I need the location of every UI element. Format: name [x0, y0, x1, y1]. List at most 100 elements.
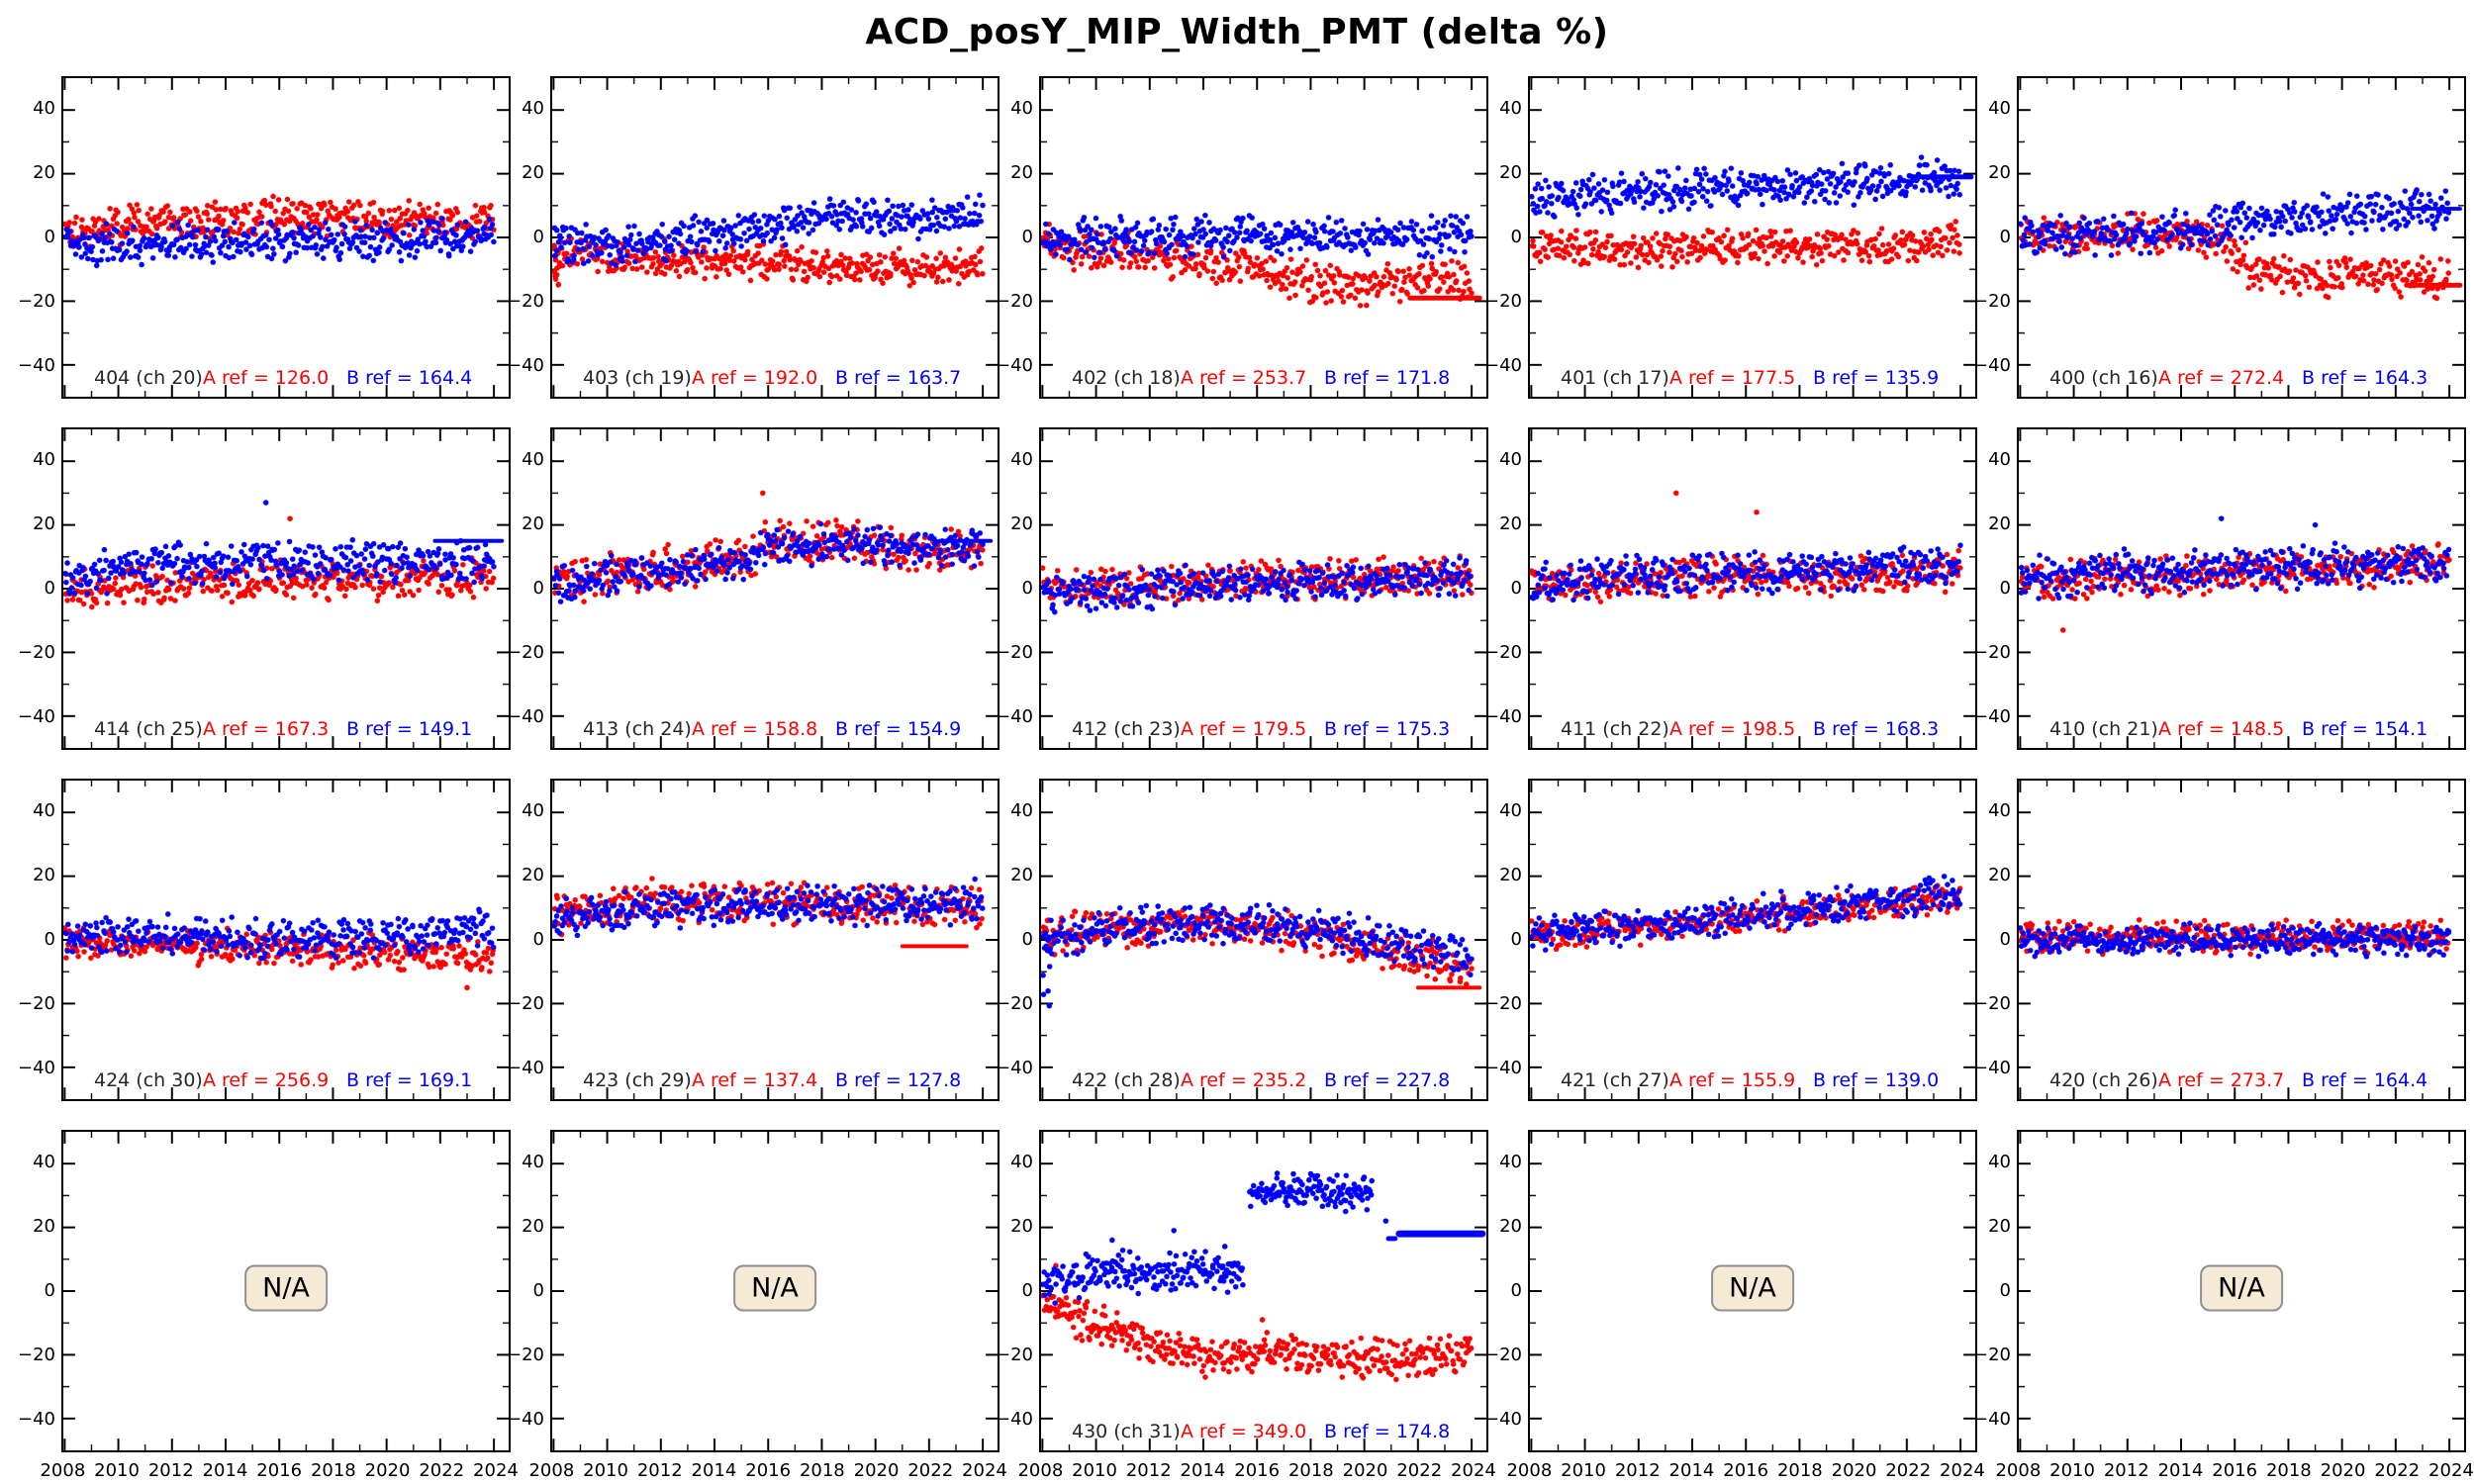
panel-label: 421 (ch 27) — [1561, 1069, 1669, 1091]
y-tick-label: −20 — [1484, 642, 1522, 664]
x-tick-label: 2014 — [691, 1460, 737, 1481]
x-tick-label: 2010 — [1072, 1460, 1117, 1481]
x-tick-label: 2018 — [310, 1460, 356, 1481]
y-tick-label: −20 — [507, 642, 544, 664]
x-tick-label: 2014 — [1180, 1460, 1226, 1481]
y-tick-label: −20 — [507, 1345, 544, 1366]
y-tick-label: 40 — [522, 448, 544, 470]
subplot-420-ch-26: 420 (ch 26) A ref = 273.7 B ref = 164.4 40 2… — [1973, 779, 2466, 1101]
scatter-plot-canvas — [1528, 427, 1977, 750]
y-tick-label: 20 — [522, 512, 544, 534]
subplot-423-ch-29: 423 (ch 29) A ref = 137.4 B ref = 127.8 40 2… — [507, 779, 999, 1101]
y-tick-label: 0 — [1999, 929, 2011, 950]
y-tick-label: −40 — [18, 355, 55, 377]
y-tick-label: −20 — [18, 642, 55, 664]
y-tick-label: 40 — [1988, 1151, 2011, 1172]
a-ref-label: A ref = 349.0 — [1181, 1421, 1307, 1442]
a-ref-label: A ref = 198.5 — [1669, 718, 1796, 740]
panel-label: 423 (ch 29) — [583, 1069, 692, 1091]
y-tick-label: −40 — [1973, 1409, 2011, 1431]
panel-label: 411 (ch 22) — [1561, 718, 1669, 740]
y-tick-label: 20 — [1988, 512, 2011, 534]
x-tick-label: 2016 — [745, 1460, 792, 1481]
y-tick-label: −20 — [996, 993, 1033, 1015]
y-tick-label: 20 — [1010, 864, 1033, 885]
y-tick-label: 20 — [1010, 512, 1033, 534]
scatter-plot-canvas — [550, 76, 999, 399]
y-tick-label: −40 — [507, 1409, 544, 1431]
y-tick-label: 20 — [1499, 161, 1522, 183]
y-tick-label: 40 — [1988, 799, 2011, 821]
panel-label: 401 (ch 17) — [1561, 367, 1669, 389]
y-tick-label: −20 — [1484, 1345, 1522, 1366]
x-tick-label: 2008 — [1017, 1460, 1064, 1481]
x-tick-label: 2024 — [1451, 1460, 1496, 1481]
x-tick-label: 2020 — [1831, 1460, 1877, 1481]
y-tick-label: 0 — [44, 227, 55, 247]
scatter-plot-canvas — [1528, 779, 1977, 1101]
b-ref-label: B ref = 171.8 — [1324, 367, 1451, 389]
subplot-413-ch-24: 413 (ch 24) A ref = 158.8 B ref = 154.9 40 2… — [507, 427, 999, 750]
b-ref-label: B ref = 175.3 — [1324, 718, 1451, 740]
scatter-plot-canvas — [1039, 779, 1488, 1101]
y-tick-label: 0 — [1999, 578, 2011, 599]
x-tick-label: 2012 — [1125, 1460, 1172, 1481]
subplot-na-r4c4: N/A 40 20 0 −20 −40 2008 2010 2012 2014 2016 2018 20… — [1484, 1130, 1985, 1481]
scatter-plot-canvas — [61, 427, 511, 750]
y-tick-label: 40 — [1499, 1151, 1522, 1172]
y-tick-label: 20 — [1010, 161, 1033, 183]
a-ref-label: A ref = 158.8 — [692, 718, 818, 740]
y-tick-label: 40 — [33, 1151, 55, 1172]
y-tick-label: 0 — [1510, 1280, 1522, 1301]
b-ref-label: B ref = 139.0 — [1813, 1069, 1940, 1091]
na-badge: N/A — [733, 1264, 816, 1312]
y-tick-label: 40 — [1499, 97, 1522, 119]
y-tick-label: −40 — [18, 706, 55, 728]
y-tick-label: −40 — [996, 1058, 1033, 1079]
a-ref-label: A ref = 179.5 — [1181, 718, 1307, 740]
scatter-plot-canvas — [61, 76, 511, 399]
y-tick-label: −20 — [1484, 291, 1522, 313]
subplot-412-ch-23: 412 (ch 23) A ref = 179.5 B ref = 175.3 40 2… — [996, 427, 1488, 750]
x-tick-label: 2022 — [907, 1460, 954, 1481]
panel-label: 413 (ch 24) — [583, 718, 692, 740]
y-tick-label: 40 — [33, 799, 55, 821]
subplot-400-ch-16: 400 (ch 16) A ref = 272.4 B ref = 164.3 40 2… — [1973, 76, 2466, 399]
x-tick-label: 2020 — [853, 1460, 900, 1481]
x-tick-label: 2018 — [1287, 1460, 1334, 1481]
subplot-404-ch-20: 404 (ch 20) A ref = 126.0 B ref = 164.4 40 2… — [18, 76, 511, 399]
y-tick-label: −20 — [996, 642, 1033, 664]
b-ref-label: B ref = 149.1 — [346, 718, 473, 740]
x-tick-label: 2008 — [1995, 1460, 2042, 1481]
subplot-401-ch-17: 401 (ch 17) A ref = 177.5 B ref = 135.9 40 2… — [1484, 76, 1977, 399]
subplot-na-r4c1: N/A 40 20 0 −20 −40 2008 2010 2012 2014 2016 2018 20… — [18, 1130, 519, 1481]
y-tick-label: −40 — [507, 355, 544, 377]
scatter-plot-canvas — [1039, 76, 1488, 399]
y-tick-label: 0 — [44, 578, 55, 599]
y-tick-label: −40 — [996, 706, 1033, 728]
y-tick-label: 40 — [33, 448, 55, 470]
x-tick-label: 2016 — [1723, 1460, 1769, 1481]
x-tick-label: 2024 — [473, 1460, 519, 1481]
y-tick-label: 0 — [1021, 227, 1033, 247]
x-tick-label: 2018 — [1776, 1460, 1823, 1481]
y-tick-label: 40 — [1499, 448, 1522, 470]
panel-label: 424 (ch 30) — [94, 1069, 203, 1091]
y-tick-label: 40 — [522, 799, 544, 821]
panel-label: 400 (ch 16) — [2049, 367, 2158, 389]
x-tick-label: 2008 — [528, 1460, 575, 1481]
y-tick-label: 20 — [1988, 1215, 2011, 1237]
scatter-plot-canvas — [550, 779, 999, 1101]
subplot-410-ch-21: 410 (ch 21) A ref = 148.5 B ref = 154.1 40 2… — [1973, 427, 2466, 750]
x-tick-label: 2024 — [962, 1460, 1007, 1481]
y-tick-label: −40 — [507, 1058, 544, 1079]
y-tick-label: 20 — [33, 1215, 55, 1237]
x-tick-label: 2008 — [40, 1460, 86, 1481]
y-tick-label: 20 — [33, 512, 55, 534]
y-tick-label: −20 — [18, 291, 55, 313]
x-tick-label: 2012 — [1614, 1460, 1661, 1481]
x-tick-label: 2020 — [2320, 1460, 2366, 1481]
y-tick-label: 20 — [522, 1215, 544, 1237]
y-tick-label: −20 — [1973, 291, 2011, 313]
y-tick-label: 20 — [522, 161, 544, 183]
